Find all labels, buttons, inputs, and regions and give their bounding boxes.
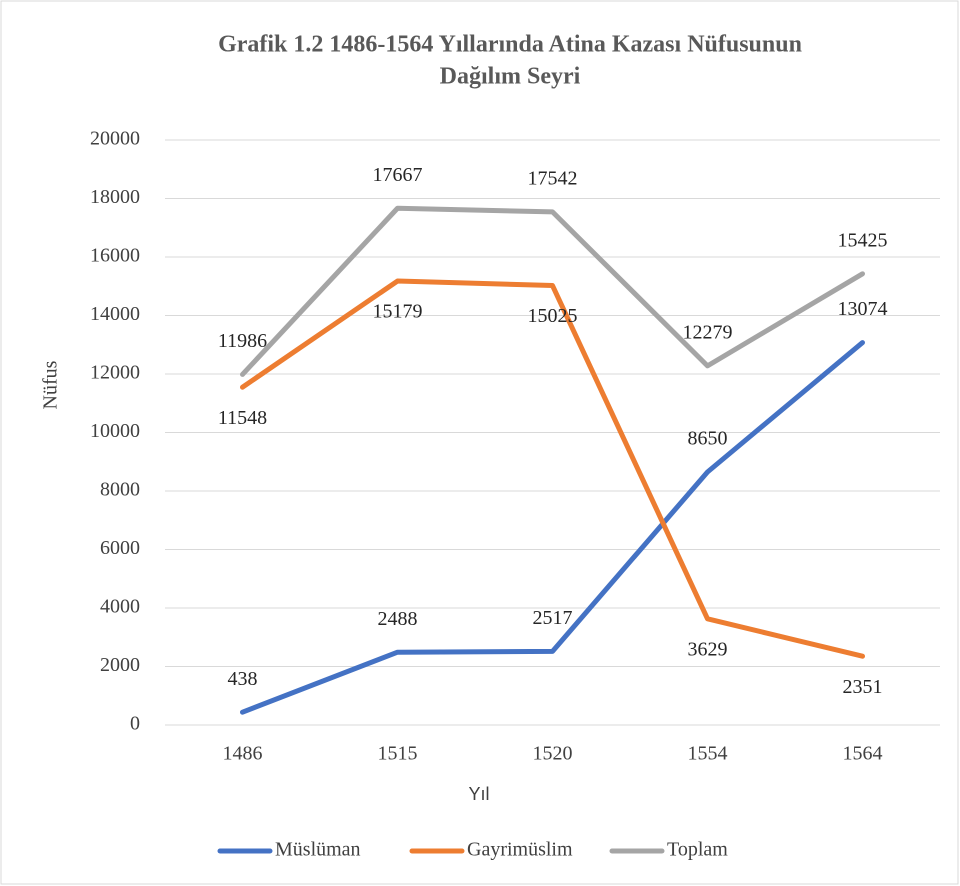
chart-title: Dağılım Seyri: [440, 64, 581, 90]
data-label: 12279: [683, 321, 733, 343]
data-label: 2517: [533, 607, 573, 629]
x-tick-label: 1486: [223, 743, 263, 765]
y-tick-label: 16000: [90, 245, 140, 267]
y-tick-label: 4000: [100, 596, 140, 618]
x-tick-label: 1515: [378, 743, 418, 765]
data-label: 11548: [218, 407, 267, 429]
data-label: 11986: [218, 330, 267, 352]
y-tick-label: 18000: [90, 186, 140, 208]
y-tick-label: 8000: [100, 479, 140, 501]
data-label: 15179: [373, 301, 423, 323]
y-tick-label: 12000: [90, 362, 140, 384]
data-label: 2488: [378, 608, 418, 630]
y-tick-label: 2000: [100, 654, 140, 676]
legend-label: Gayrimüslim: [467, 839, 573, 861]
chart-title: Grafik 1.2 1486-1564 Yıllarında Atina Ka…: [218, 32, 802, 58]
data-label: 17542: [528, 167, 578, 189]
x-tick-label: 1520: [533, 743, 573, 765]
y-tick-label: 0: [130, 713, 140, 735]
y-tick-label: 10000: [90, 420, 140, 442]
data-label: 15025: [528, 305, 578, 327]
data-label: 3629: [688, 638, 728, 660]
data-label: 17667: [373, 164, 423, 186]
data-label: 15425: [838, 229, 888, 251]
y-tick-label: 6000: [100, 537, 140, 559]
data-label: 2351: [843, 676, 883, 698]
y-axis-label: Nüfus: [40, 360, 62, 409]
x-tick-label: 1564: [843, 743, 883, 765]
data-label: 438: [228, 668, 258, 690]
y-tick-label: 20000: [90, 128, 140, 150]
legend-label: Müslüman: [275, 839, 361, 861]
series-line: [240, 278, 865, 659]
series-line: [240, 340, 865, 715]
x-axis-label: Yıl: [468, 784, 489, 804]
series-line: [240, 205, 865, 377]
data-label: 8650: [688, 428, 728, 450]
legend-label: Toplam: [667, 839, 728, 861]
data-label: 13074: [838, 298, 888, 320]
y-tick-label: 14000: [90, 303, 140, 325]
x-tick-label: 1554: [688, 743, 728, 765]
